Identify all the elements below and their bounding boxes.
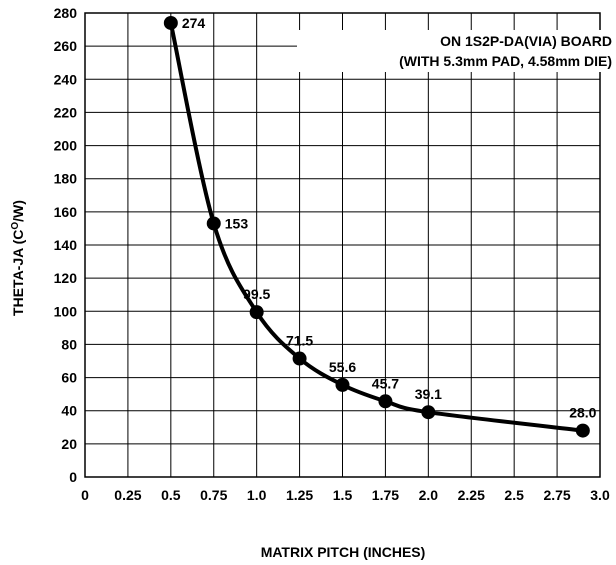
y-tick-label: 0	[69, 469, 77, 485]
annotation-background	[297, 30, 609, 72]
y-tick-label: 140	[54, 237, 78, 253]
data-point	[249, 305, 264, 320]
data-point	[378, 394, 393, 409]
x-tick-label: 0	[81, 487, 89, 503]
y-tick-label: 120	[54, 270, 78, 286]
y-tick-label: 200	[54, 138, 78, 154]
y-axis-label-superscript: O	[10, 222, 21, 230]
y-tick-label: 80	[61, 336, 77, 352]
x-tick-label: 0.25	[114, 487, 141, 503]
y-tick-label: 60	[61, 370, 77, 386]
data-point	[292, 351, 307, 366]
y-tick-label: 20	[61, 436, 77, 452]
y-tick-label: 40	[61, 403, 77, 419]
y-tick-label: 180	[54, 171, 78, 187]
data-label: 39.1	[415, 386, 442, 402]
x-axis-label: MATRIX PITCH (INCHES)	[261, 544, 426, 560]
data-labels: 274 153 99.5 71.5 55.6 45.7 39.1 28.0	[182, 15, 597, 421]
x-tick-label: 2.75	[543, 487, 570, 503]
y-tick-label: 100	[54, 303, 78, 319]
annotation-line-1: ON 1S2P-DA(VIA) BOARD	[440, 33, 612, 49]
y-tick-label: 240	[54, 71, 78, 87]
y-tick-label: 160	[54, 204, 78, 220]
x-tick-label: 2.0	[419, 487, 439, 503]
annotation-line-2: (WITH 5.3mm PAD, 4.58mm DIE)	[399, 53, 612, 69]
data-label: 71.5	[286, 333, 313, 349]
y-tick-label: 280	[54, 5, 78, 21]
x-tick-label: 1.25	[286, 487, 313, 503]
x-tick-label: 1.75	[372, 487, 399, 503]
data-label: 274	[182, 15, 206, 31]
x-tick-label: 2.5	[504, 487, 524, 503]
y-axis-label-tail: /W)	[10, 200, 26, 222]
x-tick-label: 0.5	[161, 487, 181, 503]
data-point	[421, 405, 436, 420]
data-label: 28.0	[569, 405, 596, 421]
y-tick-label: 220	[54, 104, 78, 120]
data-label: 55.6	[329, 359, 356, 375]
x-tick-label: 1.5	[333, 487, 353, 503]
x-axis-ticks: 0 0.25 0.5 0.75 1.0 1.25 1.5 1.75 2.0 2.25 2.5 2.75…	[81, 487, 610, 503]
x-tick-label: 3.0	[590, 487, 610, 503]
x-tick-label: 2.25	[458, 487, 485, 503]
y-axis-ticks: 0 20 40 60 80 100 120 140 160 180 200 220 240 260 280	[54, 5, 78, 485]
y-tick-label: 260	[54, 38, 78, 54]
y-axis-label-main: THETA-JA (C	[10, 230, 26, 316]
data-label: 99.5	[243, 286, 270, 302]
x-tick-label: 0.75	[200, 487, 227, 503]
data-point	[335, 377, 350, 392]
plot-frame	[84, 12, 601, 478]
data-points	[163, 15, 590, 438]
y-axis-label: THETA-JA (CO/W)	[10, 200, 26, 316]
grid	[84, 12, 601, 478]
data-point	[163, 15, 178, 30]
data-point	[206, 216, 221, 231]
x-tick-label: 1.0	[247, 487, 267, 503]
data-label: 153	[225, 215, 249, 231]
data-point	[575, 423, 590, 438]
data-label: 45.7	[372, 375, 399, 391]
